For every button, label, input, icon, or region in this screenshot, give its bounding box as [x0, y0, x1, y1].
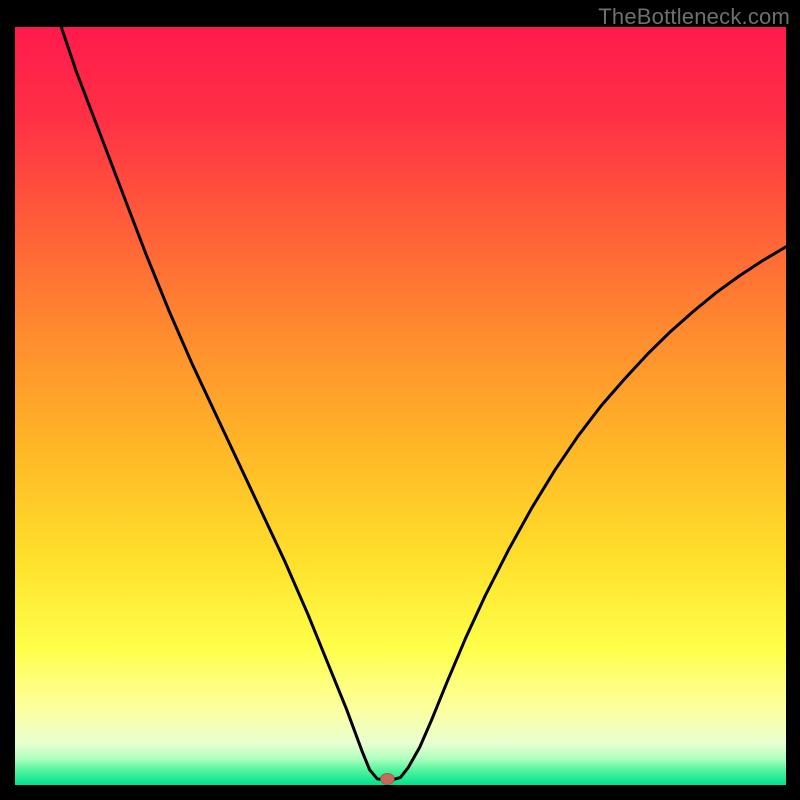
- border-left: [0, 0, 15, 800]
- border-right: [786, 0, 800, 800]
- chart-container: TheBottleneck.com: [0, 0, 800, 800]
- minimum-marker: [380, 773, 394, 784]
- watermark-text: TheBottleneck.com: [598, 4, 790, 30]
- plot-background: [15, 27, 786, 785]
- border-bottom: [0, 785, 800, 800]
- bottleneck-chart: [0, 0, 800, 800]
